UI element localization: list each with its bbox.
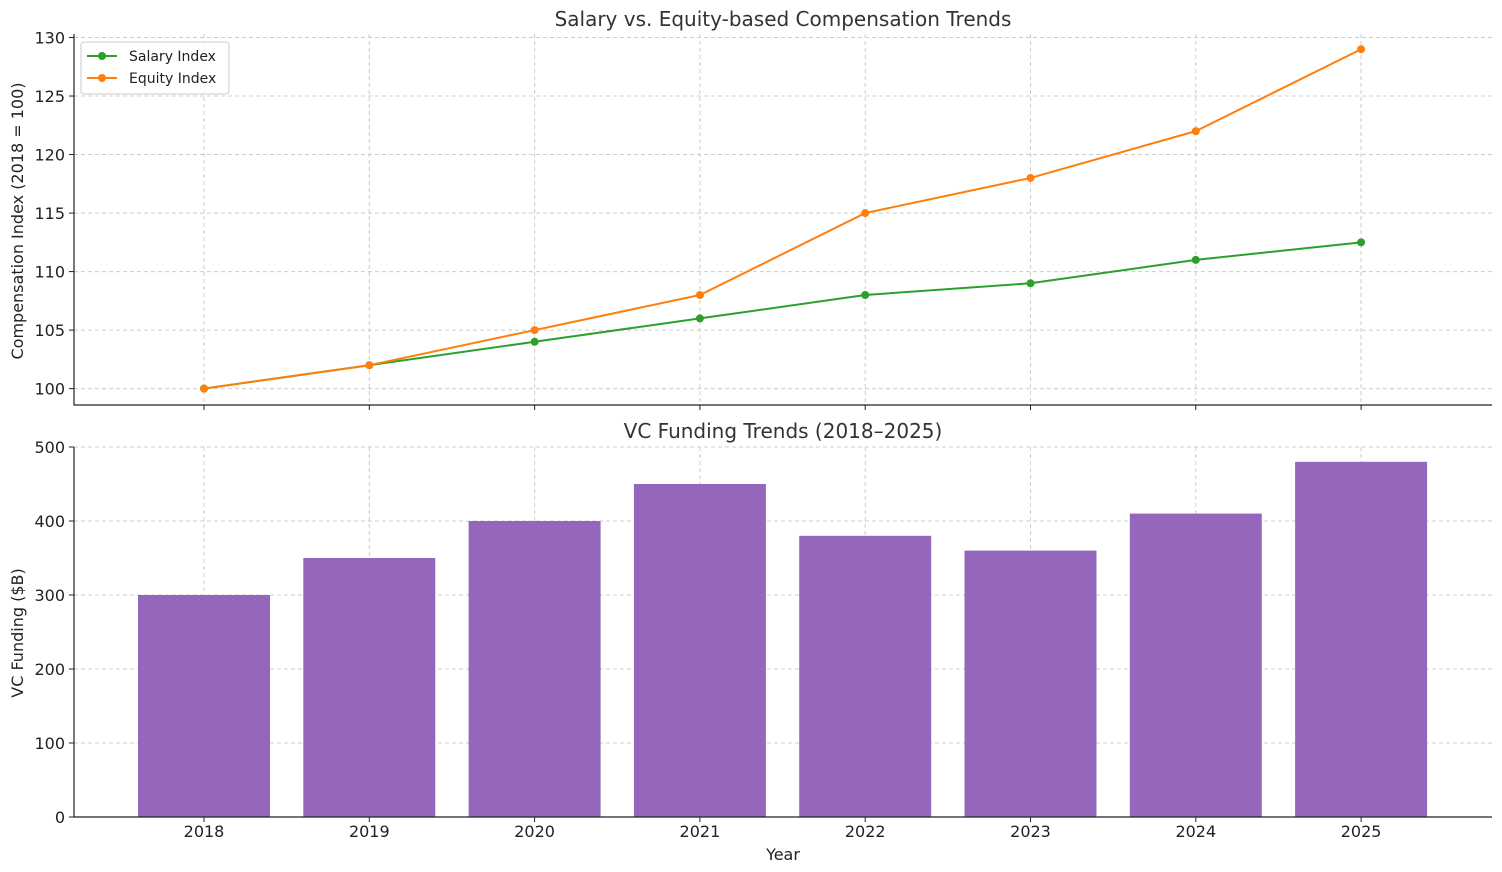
legend-label-salary-index: Salary Index bbox=[129, 49, 216, 65]
vc-x-tick-label: 2022 bbox=[845, 822, 886, 841]
vc-y-tick-label: 0 bbox=[55, 808, 65, 827]
series-point-equity-index bbox=[1357, 45, 1366, 54]
compensation-y-tick-label: 110 bbox=[34, 263, 65, 282]
compensation-y-tick-label: 105 bbox=[34, 321, 65, 340]
vc-x-tick-label: 2018 bbox=[184, 822, 225, 841]
bar-2019 bbox=[303, 558, 436, 817]
compensation-chart-series bbox=[200, 45, 1366, 393]
compensation-y-tick-label: 130 bbox=[34, 29, 65, 48]
vc-x-tick-label: 2020 bbox=[514, 822, 555, 841]
vc-x-tick-label: 2024 bbox=[1175, 822, 1216, 841]
bar-2018 bbox=[138, 595, 270, 817]
compensation-chart-ylabel: Compensation Index (2018 = 100) bbox=[8, 82, 27, 359]
series-point-salary-index bbox=[1026, 279, 1035, 288]
compensation-chart-axes bbox=[73, 34, 1492, 406]
vc-y-tick-label: 200 bbox=[34, 660, 65, 679]
series-point-equity-index bbox=[695, 290, 704, 299]
bar-2020 bbox=[468, 521, 601, 817]
series-point-equity-index bbox=[530, 326, 539, 335]
bar-2024 bbox=[1129, 513, 1262, 817]
series-point-salary-index bbox=[530, 337, 539, 346]
series-point-salary-index bbox=[1191, 255, 1200, 264]
series-line-salary-index bbox=[203, 241, 1362, 390]
vc-funding-chart-bars bbox=[138, 461, 1428, 817]
legend-label-equity-index: Equity Index bbox=[129, 71, 216, 87]
compensation-chart-title: Salary vs. Equity-based Compensation Tre… bbox=[555, 7, 1012, 31]
compensation-y-tick-label: 120 bbox=[34, 146, 65, 165]
compensation-y-tick-label: 125 bbox=[34, 87, 65, 106]
series-point-equity-index bbox=[365, 361, 374, 370]
bar-2022 bbox=[799, 535, 932, 817]
compensation-chart-y-ticks: 100 105 110 115 120 125 130 bbox=[34, 29, 74, 399]
series-point-equity-index bbox=[1191, 127, 1200, 136]
legend-marker-equity-index bbox=[98, 74, 106, 82]
series-point-salary-index bbox=[1357, 238, 1366, 247]
compensation-y-tick-label: 100 bbox=[34, 380, 65, 399]
vc-y-tick-label: 500 bbox=[34, 438, 65, 457]
vc-y-tick-label: 100 bbox=[34, 734, 65, 753]
compensation-y-tick-label: 115 bbox=[34, 204, 65, 223]
vc-y-tick-label: 400 bbox=[34, 512, 65, 531]
vc-y-tick-label: 300 bbox=[34, 586, 65, 605]
bar-2021 bbox=[633, 484, 766, 817]
vc-funding-chart-x-ticks: 2018 2019 2020 2021 2022 2023 2024 2025 bbox=[184, 817, 1382, 841]
legend-marker-salary-index bbox=[98, 52, 106, 60]
vc-funding-chart-title: VC Funding Trends (2018–2025) bbox=[624, 419, 943, 443]
vc-x-tick-label: 2019 bbox=[349, 822, 390, 841]
vc-funding-chart: VC Funding Trends (2018–2025) VC Funding… bbox=[8, 419, 1492, 864]
vc-funding-chart-xlabel: Year bbox=[765, 845, 800, 864]
legend-box bbox=[80, 41, 230, 95]
vc-x-tick-label: 2021 bbox=[680, 822, 721, 841]
compensation-chart-legend: Salary Index Equity Index bbox=[80, 41, 230, 95]
compensation-chart: Salary vs. Equity-based Compensation Tre… bbox=[8, 7, 1492, 410]
bar-2023 bbox=[964, 550, 1097, 817]
vc-funding-chart-ylabel: VC Funding ($B) bbox=[8, 568, 27, 697]
vc-funding-chart-axes bbox=[73, 447, 1492, 818]
series-point-salary-index bbox=[695, 314, 704, 323]
vc-x-tick-label: 2025 bbox=[1341, 822, 1382, 841]
series-point-equity-index bbox=[1026, 173, 1035, 182]
series-point-equity-index bbox=[861, 209, 870, 218]
vc-x-tick-label: 2023 bbox=[1010, 822, 1051, 841]
compensation-chart-x-ticks bbox=[203, 405, 1362, 410]
compensation-chart-grid bbox=[74, 34, 1492, 405]
vc-funding-chart-y-ticks: 0 100 200 300 400 500 bbox=[34, 438, 74, 827]
series-point-equity-index bbox=[200, 384, 208, 393]
series-line-equity-index bbox=[203, 48, 1362, 390]
bar-2025 bbox=[1295, 461, 1428, 817]
series-point-salary-index bbox=[861, 290, 870, 299]
vc-funding-chart-grid bbox=[74, 446, 1492, 818]
